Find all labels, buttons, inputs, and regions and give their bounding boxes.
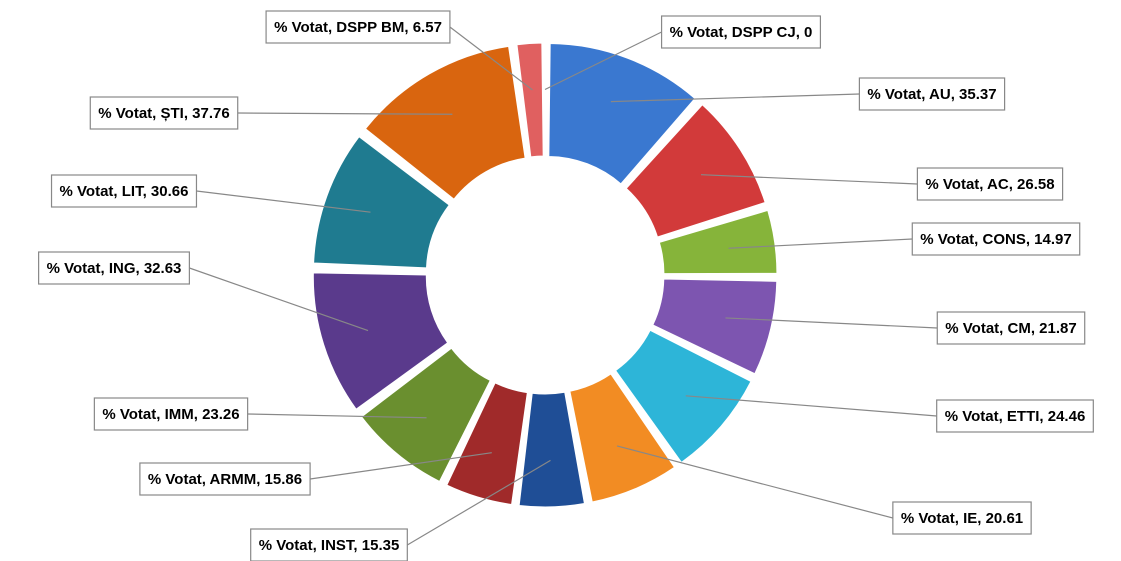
segment <box>364 45 526 200</box>
data-label: % Votat, ARMM, 15.86 <box>148 471 302 488</box>
segment <box>548 42 696 185</box>
data-label: % Votat, ȘTI, 37.76 <box>98 105 229 122</box>
data-label: % Votat, IE, 20.61 <box>901 510 1023 527</box>
segment <box>446 382 528 506</box>
segment <box>569 373 676 503</box>
data-label: % Votat, CONS, 14.97 <box>920 231 1071 248</box>
leader-line <box>237 112 453 115</box>
labels: % Votat, AU, 35.37 % Votat, AC, 26.58 % Vo… <box>38 10 1094 561</box>
data-label: % Votat, INST, 15.35 <box>259 537 400 554</box>
label-box <box>50 174 198 208</box>
leader-line <box>725 317 938 329</box>
data-label: % Votat, DSPP CJ, 0 <box>670 24 813 41</box>
label-box <box>265 10 451 44</box>
segment <box>313 136 450 269</box>
leader-line <box>247 413 427 419</box>
leader-line <box>189 267 369 332</box>
leader-line <box>610 93 860 103</box>
leader-line <box>310 452 492 480</box>
data-label: % Votat, LIT, 30.66 <box>60 183 189 200</box>
label-box <box>916 167 1064 201</box>
label-box <box>93 397 249 431</box>
label-box <box>858 77 1006 111</box>
leader-line <box>449 26 533 91</box>
segment <box>652 278 778 375</box>
label-box <box>89 96 239 130</box>
data-label: % Votat, AU, 35.37 <box>867 86 996 103</box>
label-box <box>892 501 1032 535</box>
data-label: % Votat, ING, 32.63 <box>47 260 182 277</box>
leader-line <box>700 174 918 185</box>
label-box <box>936 311 1086 345</box>
leader-line <box>728 238 913 249</box>
data-label: % Votat, CM, 21.87 <box>945 320 1076 337</box>
label-box <box>660 15 822 49</box>
label-box <box>139 462 311 496</box>
leader-line <box>544 31 662 91</box>
label-box <box>250 528 408 561</box>
leader-line <box>196 190 371 213</box>
data-label: % Votat, ETTI, 24.46 <box>945 408 1086 425</box>
label-box <box>911 222 1081 256</box>
data-label: % Votat, IMM, 23.26 <box>102 406 239 423</box>
leader-line <box>616 445 894 519</box>
segments <box>312 42 778 508</box>
segment <box>658 209 778 275</box>
segment <box>312 272 449 410</box>
segment <box>518 391 586 508</box>
data-label: % Votat, AC, 26.58 <box>925 176 1054 193</box>
label-box <box>936 399 1094 433</box>
data-label: % Votat, DSPP BM, 6.57 <box>274 19 442 36</box>
segment <box>625 104 766 238</box>
leader-line <box>406 459 551 546</box>
label-box <box>38 251 190 285</box>
leader-line <box>685 395 937 417</box>
segment <box>516 42 544 158</box>
